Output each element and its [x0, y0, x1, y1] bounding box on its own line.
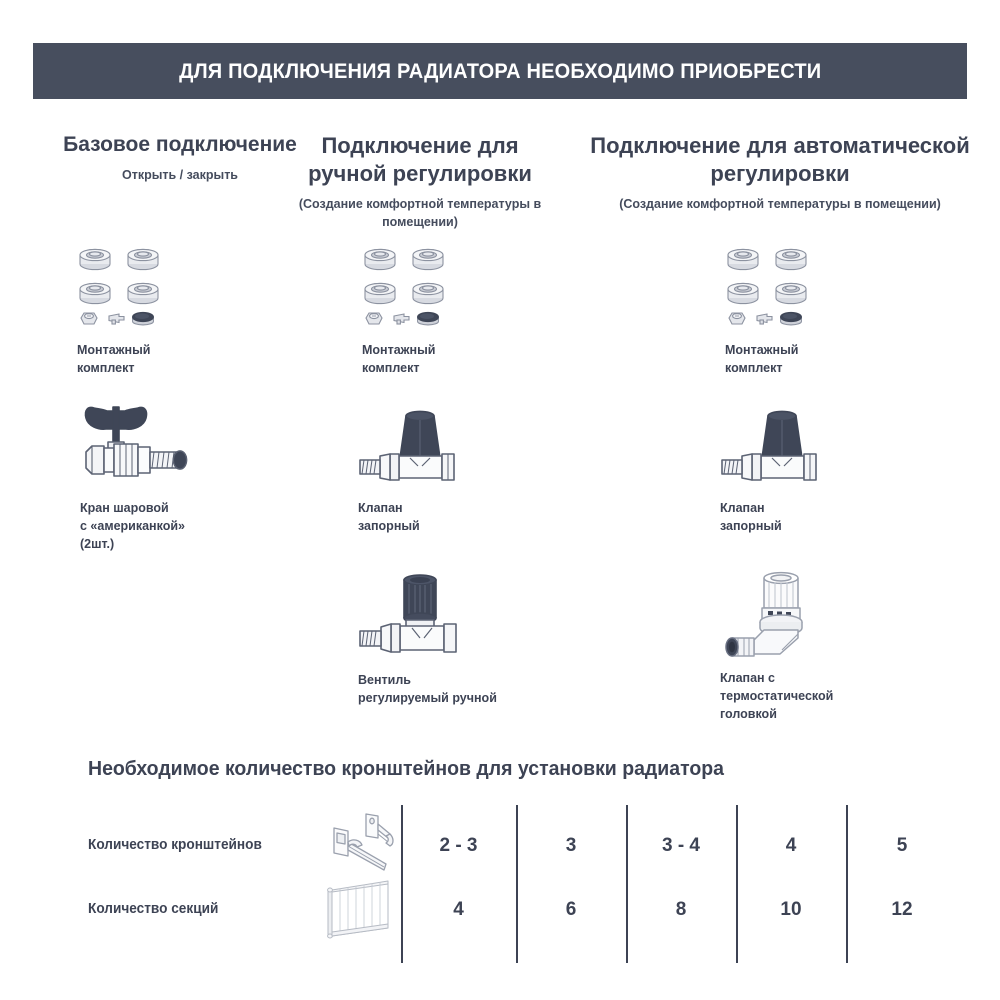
table-cell: 4	[453, 899, 464, 920]
column-subtitle: Открыть / закрыть	[121, 168, 238, 183]
column-subtitle: (Создание комфортной температуры в помещ…	[619, 197, 941, 212]
ball-valve-icon	[84, 406, 188, 477]
header-banner: ДЛЯ ПОДКЛЮЧЕНИЯ РАДИАТОРА НЕОБХОДИМО ПРИ…	[33, 43, 967, 99]
table-cell: 2 - 3	[439, 835, 478, 856]
column-manual-regulation: Подключение для ручной регулировки (Созд…	[290, 132, 550, 705]
product-caption: Монтажный комплект	[725, 343, 799, 375]
thermostatic-valve-icon	[725, 571, 803, 657]
column-heading: Подключение для ручной регулировки	[308, 133, 532, 186]
product-caption: Клапан запорный	[358, 501, 420, 533]
shutoff-valve-icon	[359, 410, 455, 481]
product-caption: Монтажный комплект	[362, 343, 436, 375]
table-cell: 3 - 4	[661, 835, 701, 856]
table-cell: 5	[896, 835, 908, 856]
product-shutoff-valve: Клапан запорный	[720, 404, 840, 536]
table-divider	[846, 805, 848, 963]
table-cell: 10	[780, 899, 802, 920]
table-cell: 8	[675, 899, 687, 920]
row-label: Количество кронштейнов	[88, 837, 262, 853]
shutoff-valve-icon	[721, 410, 817, 481]
table-divider	[516, 805, 518, 963]
product-caption: Монтажный комплект	[77, 343, 151, 375]
product-ball-valve: Кран шаровой с «американкой» (2шт.)	[80, 402, 210, 553]
table-cell: 6	[565, 899, 577, 920]
bracket-table: Количество кронштейнов	[0, 800, 1000, 965]
product-caption: Клапан с термостатической головкой	[720, 671, 834, 721]
product-caption: Клапан запорный	[720, 501, 782, 533]
product-mounting-kit: Монтажный комплект	[362, 242, 462, 378]
product-caption: Вентиль регулируемый ручной	[358, 673, 497, 705]
column-basic-connection: Базовое подключение Открыть / закрыть	[60, 132, 300, 551]
mounting-kit-icon	[364, 248, 444, 326]
row-label: Количество секций	[88, 901, 219, 917]
product-mounting-kit: Монтажный комплект	[77, 242, 177, 378]
table-divider	[736, 805, 738, 963]
product-mounting-kit: Монтажный комплект	[725, 242, 825, 378]
product-thermostatic-valve: Клапан с термостатической головкой	[720, 564, 850, 723]
product-shutoff-valve: Клапан запорный	[358, 404, 478, 536]
table-cell: 4	[785, 835, 797, 856]
column-automatic-regulation: Подключение для автоматической регулиров…	[580, 132, 980, 721]
bracket-table-title: Необходимое количество кронштейнов для у…	[88, 757, 724, 780]
table-cell: 12	[891, 899, 913, 920]
column-subtitle: (Создание комфортной температуры в помещ…	[298, 197, 542, 230]
table-cell: 3	[565, 835, 577, 856]
table-divider	[401, 805, 403, 963]
product-manual-regulating-valve: Вентиль регулируемый ручной	[358, 570, 497, 708]
product-caption: Кран шаровой с «американкой» (2шт.)	[80, 501, 185, 551]
column-heading: Подключение для автоматической регулиров…	[590, 133, 970, 186]
wall-bracket-icon	[326, 812, 398, 874]
mounting-kit-icon	[727, 248, 807, 326]
mounting-kit-icon	[79, 248, 159, 326]
manual-regulating-valve-icon	[359, 574, 457, 653]
table-divider	[626, 805, 628, 963]
radiator-icon	[322, 876, 400, 942]
page-title: ДЛЯ ПОДКЛЮЧЕНИЯ РАДИАТОРА НЕОБХОДИМО ПРИ…	[178, 58, 822, 83]
column-heading: Базовое подключение	[63, 133, 297, 156]
